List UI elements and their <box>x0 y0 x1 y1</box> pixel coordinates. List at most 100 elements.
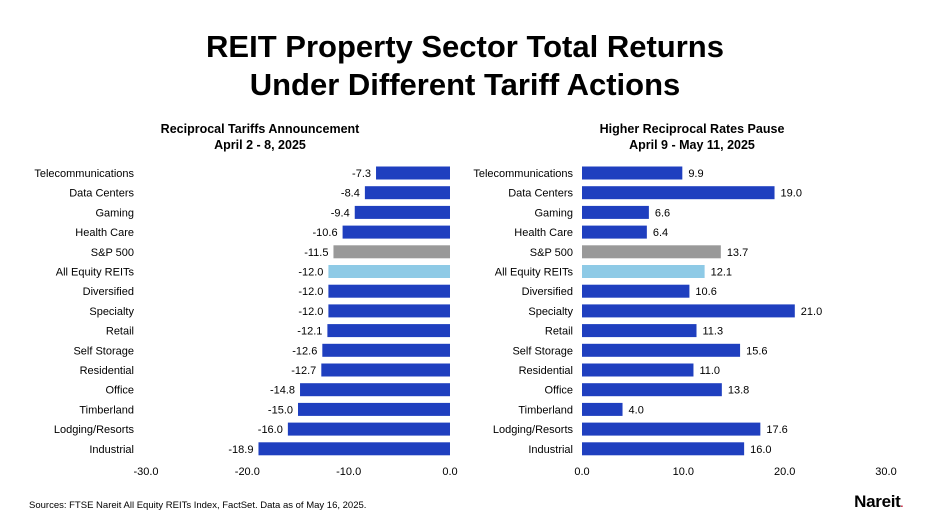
right-value-label-timberland: 4.0 <box>629 404 644 416</box>
left-value-label-residential: -12.7 <box>291 365 316 377</box>
left-category-label-retail: Retail <box>106 326 134 338</box>
left-bar-diversified <box>328 284 450 298</box>
left-category-label-all-equity-reits: All Equity REITs <box>56 267 135 279</box>
left-bar-s-p-500 <box>333 245 450 259</box>
right-value-label-data-centers: 19.0 <box>781 188 802 200</box>
title-line-2: Under Different Tariff Actions <box>249 67 681 102</box>
right-bar-self-storage <box>582 343 741 357</box>
left-chart-title-line-2: April 2 - 8, 2025 <box>214 138 306 152</box>
left-bar-self-storage <box>322 343 450 357</box>
right-category-label-office: Office <box>544 385 573 397</box>
left-bar-telecommunications <box>376 166 450 180</box>
left-category-label-health-care: Health Care <box>75 227 134 239</box>
right-bar-chart: Telecommunications 9.9 Data Centers 19.0 Gam… <box>473 166 897 478</box>
right-category-label-industrial: Industrial <box>528 444 573 456</box>
right-bar-data-centers <box>582 186 775 200</box>
left-bar-chart: Telecommunications -7.3 Data Centers -8.4 Ga… <box>34 166 458 478</box>
right-category-label-residential: Residential <box>519 365 573 377</box>
page-title: REIT Property Sector Total Returns Under… <box>0 28 930 104</box>
right-category-label-s-p-500: S&P 500 <box>530 247 573 259</box>
left-bar-office <box>300 383 450 397</box>
right-category-label-telecommunications: Telecommunications <box>473 168 573 180</box>
right-category-label-data-centers: Data Centers <box>508 188 573 200</box>
right-bar-lodging-resorts <box>582 422 761 436</box>
left-tick-label-2: -10.0 <box>336 466 361 478</box>
right-value-label-office: 13.8 <box>728 385 749 397</box>
right-bar-timberland <box>582 402 623 416</box>
left-value-label-specialty: -12.0 <box>298 306 323 318</box>
right-chart-title-line-2: April 9 - May 11, 2025 <box>629 138 755 152</box>
left-category-label-residential: Residential <box>80 365 134 377</box>
right-bar-telecommunications <box>582 166 683 180</box>
right-bar-health-care <box>582 225 647 239</box>
right-category-label-diversified: Diversified <box>522 286 573 298</box>
left-value-label-timberland: -15.0 <box>268 404 293 416</box>
right-value-label-lodging-resorts: 17.6 <box>766 424 787 436</box>
right-value-label-specialty: 21.0 <box>801 306 822 318</box>
left-value-label-office: -14.8 <box>270 385 295 397</box>
right-tick-label-3: 30.0 <box>875 466 896 478</box>
left-tick-label-3: 0.0 <box>442 466 457 478</box>
logo-mark: . <box>900 499 904 510</box>
right-bar-specialty <box>582 304 795 318</box>
left-tick-label-0: -30.0 <box>133 466 158 478</box>
left-category-label-lodging-resorts: Lodging/Resorts <box>54 424 135 436</box>
left-category-label-office: Office <box>105 385 134 397</box>
right-category-label-timberland: Timberland <box>518 404 573 416</box>
right-bar-all-equity-reits <box>582 265 705 278</box>
right-category-label-gaming: Gaming <box>534 207 573 219</box>
right-value-label-retail: 11.3 <box>703 326 724 338</box>
left-value-label-data-centers: -8.4 <box>341 188 360 200</box>
right-category-label-retail: Retail <box>545 326 573 338</box>
right-bar-industrial <box>582 442 745 456</box>
left-bar-data-centers <box>364 186 450 200</box>
source-footnote: Sources: FTSE Nareit All Equity REITs In… <box>29 500 367 511</box>
right-tick-label-0: 0.0 <box>574 466 589 478</box>
right-value-label-gaming: 6.6 <box>655 207 670 219</box>
right-category-label-lodging-resorts: Lodging/Resorts <box>493 424 574 436</box>
left-category-label-industrial: Industrial <box>89 444 134 456</box>
left-value-label-all-equity-reits: -12.0 <box>298 267 323 279</box>
left-category-label-self-storage: Self Storage <box>73 345 134 357</box>
nareit-logo: Nareit. <box>854 492 903 512</box>
left-category-label-gaming: Gaming <box>95 207 134 219</box>
left-value-label-s-p-500: -11.5 <box>304 247 328 259</box>
left-category-label-timberland: Timberland <box>79 404 134 416</box>
right-bar-retail <box>582 324 697 338</box>
right-tick-label-2: 20.0 <box>774 466 795 478</box>
left-value-label-gaming: -9.4 <box>331 207 350 219</box>
right-category-label-health-care: Health Care <box>514 227 573 239</box>
left-bar-gaming <box>354 205 450 219</box>
left-value-label-lodging-resorts: -16.0 <box>258 424 283 436</box>
right-bar-s-p-500 <box>582 245 721 259</box>
left-value-label-telecommunications: -7.3 <box>352 168 371 180</box>
left-category-label-data-centers: Data Centers <box>69 188 134 200</box>
right-category-label-all-equity-reits: All Equity REITs <box>495 267 574 279</box>
right-value-label-s-p-500: 13.7 <box>727 247 748 259</box>
left-value-label-retail: -12.1 <box>297 326 322 338</box>
left-value-label-diversified: -12.0 <box>298 286 323 298</box>
right-bar-gaming <box>582 205 649 219</box>
left-category-label-telecommunications: Telecommunications <box>34 168 134 180</box>
left-bar-industrial <box>258 442 450 456</box>
right-value-label-self-storage: 15.6 <box>746 345 767 357</box>
right-tick-label-1: 10.0 <box>673 466 694 478</box>
right-value-label-telecommunications: 9.9 <box>688 168 703 180</box>
left-tick-label-1: -20.0 <box>235 466 260 478</box>
right-category-label-specialty: Specialty <box>528 306 573 318</box>
left-value-label-industrial: -18.9 <box>228 444 253 456</box>
right-chart-title-line-1: Higher Reciprocal Rates Pause <box>599 122 785 136</box>
right-value-label-diversified: 10.6 <box>695 286 716 298</box>
left-category-label-specialty: Specialty <box>89 306 134 318</box>
right-value-label-all-equity-reits: 12.1 <box>711 267 732 279</box>
right-category-label-self-storage: Self Storage <box>512 345 573 357</box>
left-chart-title-line-1: Reciprocal Tariffs Announcement <box>160 122 360 136</box>
left-bar-specialty <box>328 304 450 318</box>
left-bar-lodging-resorts <box>287 422 450 436</box>
left-bar-health-care <box>342 225 450 239</box>
left-category-label-diversified: Diversified <box>83 286 134 298</box>
right-value-label-residential: 11.0 <box>699 365 720 377</box>
left-chart-title: Reciprocal Tariffs Announcement April 2 … <box>90 121 430 153</box>
left-category-label-s-p-500: S&P 500 <box>91 247 134 259</box>
right-value-label-health-care: 6.4 <box>653 227 668 239</box>
